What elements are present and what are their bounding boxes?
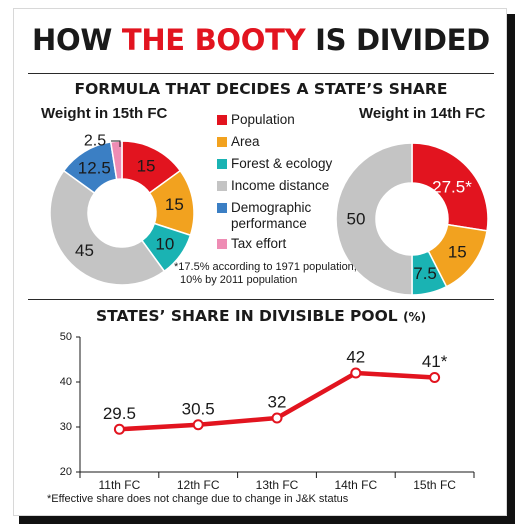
slice-label-forest-ecology: 7.5 (413, 264, 437, 283)
slice-label-income-distance: 50 (347, 210, 366, 229)
headline-rule (28, 73, 494, 74)
data-point (429, 372, 441, 383)
headline: HOW THE BOOTY IS DIVIDED (14, 23, 508, 57)
slice-label-area: 15 (448, 242, 467, 261)
x-tick-label: 11th FC (99, 478, 141, 492)
legend-swatch-demographic-performance (217, 203, 227, 213)
data-point (113, 423, 125, 435)
y-tick-label: 40 (60, 376, 72, 388)
y-tick-label: 30 (60, 421, 72, 433)
x-tick-label: 12th FC (177, 478, 220, 492)
data-label: 29.5 (103, 404, 136, 423)
tax-effort-leader-line (111, 140, 121, 147)
slice-income-distance (49, 169, 166, 286)
legend-label-forest-ecology: Forest & ecology (231, 156, 333, 171)
pie-chart-14th-fc: 27.5* 15 7.5 50 (335, 142, 489, 296)
headline-part-2: THE BOOTY (121, 23, 306, 57)
legend-label-performance: performance (231, 216, 307, 231)
x-tick-label: 14th FC (334, 478, 377, 492)
pie-15th-title: Weight in 15th FC (41, 105, 168, 122)
slice-label-demographic-performance: 12.5 (78, 158, 111, 177)
line-chart-title-unit: (%) (403, 310, 427, 324)
headline-part-3: IS DIVIDED (315, 23, 490, 57)
population-footnote-line-2: 10% by 2011 population (180, 274, 298, 286)
legend-swatch-tax-effort (217, 239, 227, 249)
legend-swatch-income-distance (217, 181, 227, 191)
population-footnote: *17.5% according to 1971 population, 10%… (174, 261, 357, 287)
headline-part-1: HOW (32, 23, 113, 57)
line-chart-states-share: 20 30 40 50 11th FC 12th FC 13th FC 14th FC 15th… (60, 331, 475, 492)
slice-label-population: 27.5* (432, 178, 472, 197)
slice-label-tax-effort: 2.5 (84, 133, 106, 150)
x-tick-label: 13th FC (256, 478, 299, 492)
legend-swatch-forest-ecology (217, 159, 227, 169)
line-chart-title: STATES’ SHARE IN DIVISIBLE POOL (95, 307, 398, 325)
data-point (271, 412, 283, 424)
y-tick-label: 20 (60, 466, 72, 478)
infographic-frame: HOW THE BOOTY IS DIVIDED FORMULA THAT DE… (13, 8, 507, 516)
formula-heading: FORMULA THAT DECIDES A STATE’S SHARE (74, 80, 448, 98)
frame-shadow-right (507, 14, 515, 520)
slice-label-area: 15 (165, 195, 184, 214)
data-label: 42 (346, 348, 365, 367)
legend-label-demographic: Demographic (231, 200, 312, 215)
legend-label-income-distance: Income distance (231, 178, 330, 193)
legend-label-area: Area (231, 134, 260, 149)
x-tick-label: 15th FC (413, 478, 456, 492)
section-rule (28, 299, 494, 300)
legend-swatch-population (217, 115, 227, 125)
legend-label-population: Population (231, 112, 295, 127)
frame-shadow-bottom (19, 516, 515, 524)
data-label: 32 (268, 393, 287, 412)
legend-swatch-area (217, 137, 227, 147)
slice-label-income-distance: 45 (75, 241, 94, 260)
slice-income-distance (335, 142, 413, 296)
pie-14th-title: Weight in 14th FC (359, 105, 486, 122)
data-label: 41* (422, 352, 448, 371)
legend-label-tax-effort: Tax effort (231, 236, 287, 251)
data-point (350, 367, 362, 379)
y-tick-label: 50 (60, 331, 72, 343)
data-label: 30.5 (182, 399, 215, 418)
slice-population (411, 142, 489, 232)
jk-footnote: *Effective share does not change due to … (47, 493, 349, 505)
pie-chart-15th-fc: 15 15 10 45 12.5 2.5 (49, 133, 195, 286)
line-chart-heading: STATES’ SHARE IN DIVISIBLE POOL (%) (14, 307, 508, 325)
population-footnote-line-1: *17.5% according to 1971 population, (174, 261, 357, 273)
slice-label-population: 15 (137, 156, 156, 175)
data-point (192, 419, 204, 431)
slice-label-forest-ecology: 10 (155, 235, 174, 254)
